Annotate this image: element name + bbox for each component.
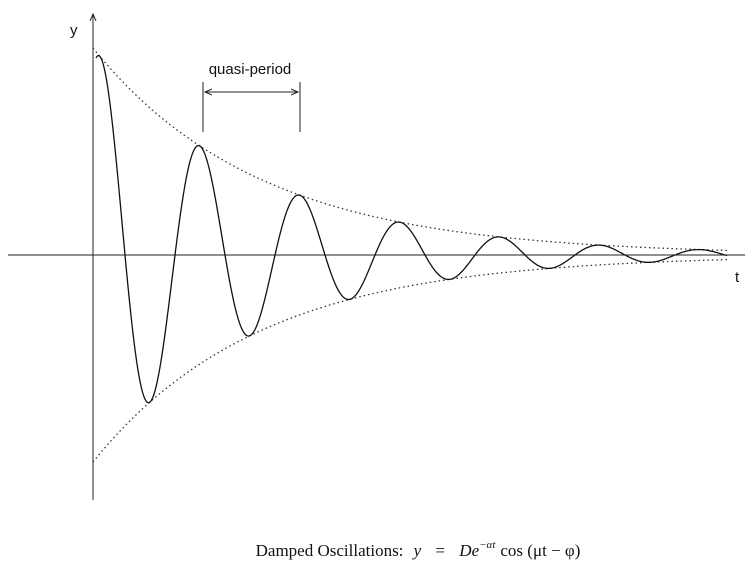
caption-lhs: y [412,541,422,560]
lower-envelope [93,260,727,462]
t-axis-label: t [735,269,740,286]
caption: Damped Oscillations: y = De−αt cos (μt − … [256,539,581,560]
caption-coefficient: De [458,541,479,560]
upper-envelope [93,48,727,250]
annotation: quasi-period [209,61,292,78]
caption-equals: = [435,541,445,560]
diagram: y t quasi-period Damped Oscillations: y … [0,0,751,576]
caption-exponent: −αt [479,539,496,551]
damped-curve [96,56,727,403]
caption-function: cos (μt − φ) [500,541,580,560]
caption-label: Damped Oscillations: [256,541,404,560]
y-axis-label: y [70,22,78,39]
